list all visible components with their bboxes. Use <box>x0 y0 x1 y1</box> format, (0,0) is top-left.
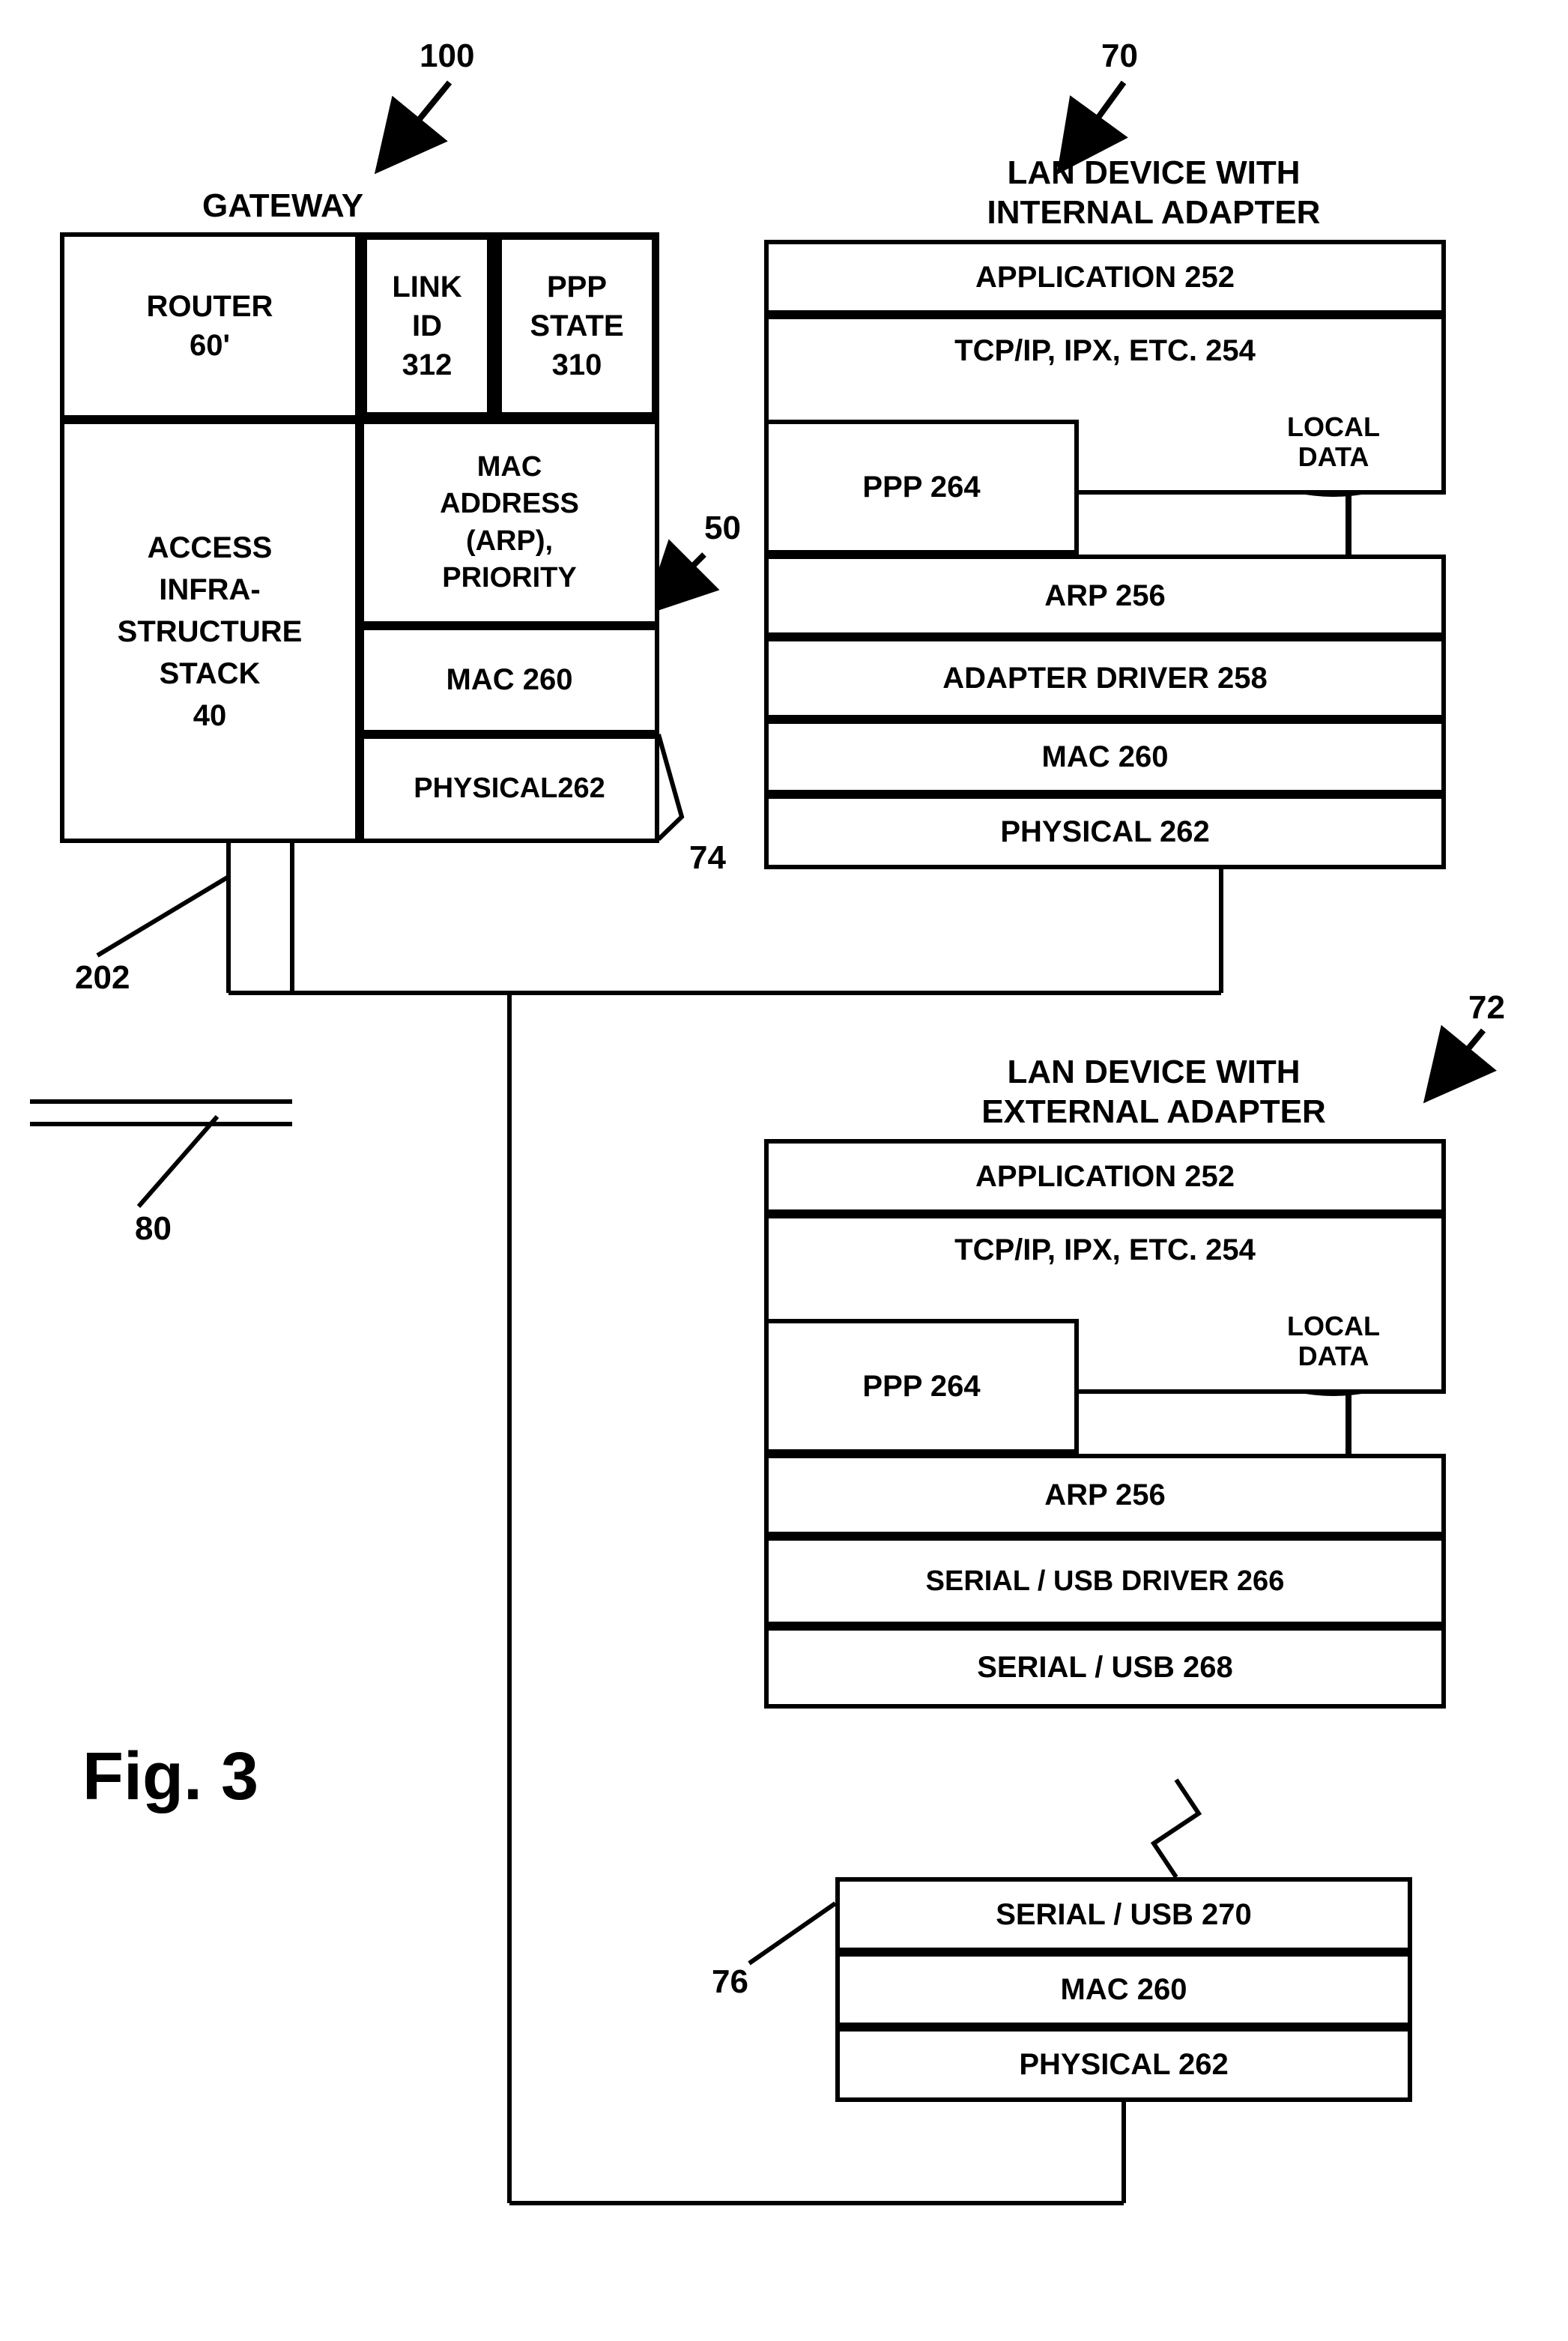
lan-ext-application: APPLICATION 252 <box>764 1139 1446 1214</box>
ref-202: 202 <box>75 959 130 997</box>
lan-int-application: APPLICATION 252 <box>764 240 1446 315</box>
ref-76: 76 <box>712 1963 748 2001</box>
lan-int-adapter-driver: ADAPTER DRIVER 258 <box>764 637 1446 719</box>
lan-external-title: LAN DEVICE WITH EXTERNAL ADAPTER <box>892 1053 1416 1132</box>
router-box: ROUTER 60' <box>60 232 360 420</box>
ext-physical: PHYSICAL 262 <box>835 2027 1412 2102</box>
lan-int-mac: MAC 260 <box>764 719 1446 794</box>
lan-ext-arp: ARP 256 <box>764 1454 1446 1536</box>
diagram-canvas: 100 70 <box>30 30 1538 2311</box>
ext-serial-usb-270: SERIAL / USB 270 <box>835 1877 1412 1952</box>
ref-70: 70 <box>1101 37 1138 75</box>
gateway-mac260: MAC 260 <box>360 626 659 734</box>
lan-ext-serial-usb: SERIAL / USB 268 <box>764 1626 1446 1709</box>
lan-int-physical: PHYSICAL 262 <box>764 794 1446 869</box>
linkid-box: LINK ID 312 <box>360 232 494 420</box>
lan-internal-title: LAN DEVICE WITH INTERNAL ADAPTER <box>892 154 1416 233</box>
access-box: ACCESS INFRA- STRUCTURE STACK 40 <box>60 420 360 843</box>
ref-72: 72 <box>1468 989 1505 1027</box>
lan-int-localdata: LOCAL DATA <box>1259 412 1408 471</box>
gateway-title: GATEWAY <box>202 187 363 225</box>
gateway-physical: PHYSICAL262 <box>360 734 659 843</box>
lan-int-arp: ARP 256 <box>764 555 1446 637</box>
ext-mac: MAC 260 <box>835 1952 1412 2027</box>
pppstate-box: PPP STATE 310 <box>494 232 659 420</box>
figure-label: Fig. 3 <box>82 1739 258 1816</box>
lan-ext-serial-usb-driver: SERIAL / USB DRIVER 266 <box>764 1536 1446 1626</box>
mac-addr-box: MAC ADDRESS (ARP), PRIORITY <box>360 420 659 626</box>
ref-80: 80 <box>135 1210 172 1248</box>
ref-74: 74 <box>689 839 726 877</box>
ref-100: 100 <box>420 37 474 75</box>
lan-ext-localdata: LOCAL DATA <box>1259 1311 1408 1371</box>
ref-50: 50 <box>704 510 741 547</box>
lan-int-ppp: PPP 264 <box>764 420 1079 555</box>
lan-ext-ppp: PPP 264 <box>764 1319 1079 1454</box>
